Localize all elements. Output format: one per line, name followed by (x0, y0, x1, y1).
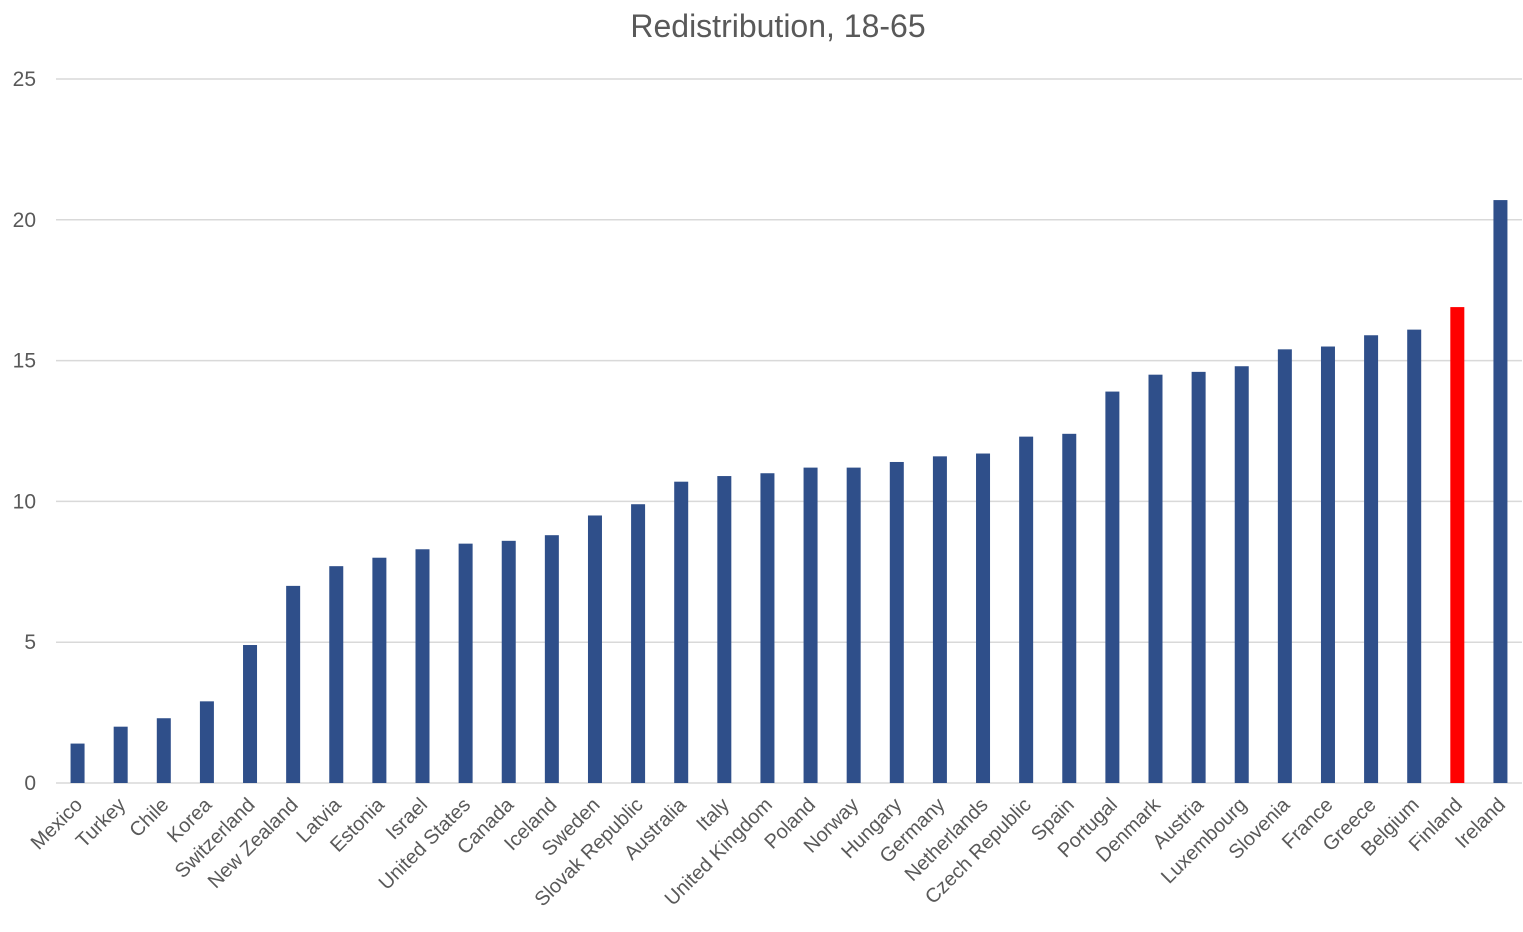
y-axis-ticks: 0 5 10 15 20 25 (13, 68, 36, 795)
bar-netherlands (976, 453, 991, 783)
bar-finland (1450, 307, 1465, 783)
bar-israel (415, 549, 430, 783)
bar-hungary (889, 461, 904, 783)
bar-united-kingdom (760, 473, 775, 783)
bar-korea (199, 701, 214, 783)
bar-slovak-republic (631, 504, 646, 783)
bar-chile (156, 718, 171, 783)
bar-portugal (1105, 391, 1120, 783)
y-tick-label: 5 (24, 631, 36, 654)
bar-poland (803, 467, 818, 783)
bar-mexico (70, 743, 85, 783)
bar-luxembourg (1234, 366, 1249, 783)
bar-united-states (458, 543, 473, 783)
bar-austria (1191, 371, 1206, 783)
gridlines (56, 78, 1522, 784)
y-tick-label: 0 (24, 772, 36, 795)
y-tick-label: 25 (13, 68, 36, 91)
bar-germany (932, 456, 947, 783)
bar-iceland (544, 535, 559, 783)
y-tick-label: 15 (13, 350, 36, 373)
bar-australia (674, 481, 689, 783)
y-tick-label: 20 (13, 209, 36, 232)
bar-sweden (587, 515, 602, 783)
bar-latvia (329, 566, 344, 783)
bar-greece (1364, 335, 1379, 783)
bar-belgium (1407, 329, 1422, 783)
y-tick-label: 10 (13, 490, 36, 513)
bar-ireland (1493, 200, 1508, 783)
bar-new-zealand (286, 585, 301, 783)
bar-estonia (372, 557, 387, 783)
bar-canada (501, 540, 516, 783)
bar-italy (717, 476, 732, 783)
bar-slovenia (1277, 349, 1292, 783)
bars (70, 200, 1508, 783)
bar-france (1320, 346, 1335, 783)
bar-norway (846, 467, 861, 783)
bar-czech-republic (1019, 436, 1034, 783)
bar-denmark (1148, 374, 1163, 783)
bar-switzerland (243, 645, 258, 783)
bar-spain (1062, 433, 1077, 783)
x-tick-label: Turkey (72, 794, 130, 852)
chart-title: Redistribution, 18-65 (630, 8, 925, 44)
x-tick-label: Mexico (27, 794, 87, 854)
bar-turkey (113, 726, 128, 783)
